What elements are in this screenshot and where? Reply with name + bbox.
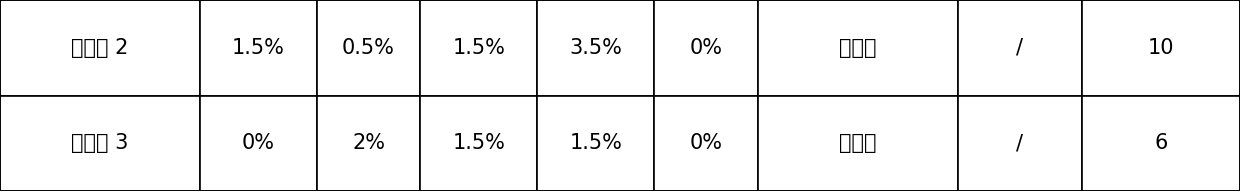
Bar [0, 96, 200, 191]
Text: 10: 10 [1147, 38, 1174, 58]
Bar [655, 96, 758, 191]
Bar [537, 96, 655, 191]
Bar [0, 0, 200, 96]
Text: 0%: 0% [242, 133, 275, 153]
Text: 3.5%: 3.5% [569, 38, 622, 58]
Bar [200, 96, 317, 191]
Text: 0%: 0% [689, 133, 723, 153]
Text: /: / [1016, 38, 1023, 58]
Bar [758, 0, 957, 96]
Text: /: / [1016, 133, 1023, 153]
Bar [758, 96, 957, 191]
Text: 2%: 2% [352, 133, 386, 153]
Bar [317, 0, 420, 96]
Text: 6: 6 [1154, 133, 1168, 153]
Bar [200, 0, 317, 96]
Text: 1.5%: 1.5% [569, 133, 622, 153]
Bar [420, 0, 537, 96]
Bar [537, 0, 655, 96]
Text: 冷辊压: 冷辊压 [839, 133, 877, 153]
Text: 0%: 0% [689, 38, 723, 58]
Bar [1081, 96, 1240, 191]
Bar [655, 0, 758, 96]
Bar [420, 96, 537, 191]
Text: 1.5%: 1.5% [453, 133, 505, 153]
Bar [317, 96, 420, 191]
Bar [957, 0, 1081, 96]
Bar [1081, 0, 1240, 96]
Text: 1.5%: 1.5% [453, 38, 505, 58]
Bar [957, 96, 1081, 191]
Text: 0.5%: 0.5% [342, 38, 396, 58]
Text: 1.5%: 1.5% [232, 38, 285, 58]
Text: 冷辊压: 冷辊压 [839, 38, 877, 58]
Text: 比较例 3: 比较例 3 [71, 133, 129, 153]
Text: 比较例 2: 比较例 2 [71, 38, 129, 58]
